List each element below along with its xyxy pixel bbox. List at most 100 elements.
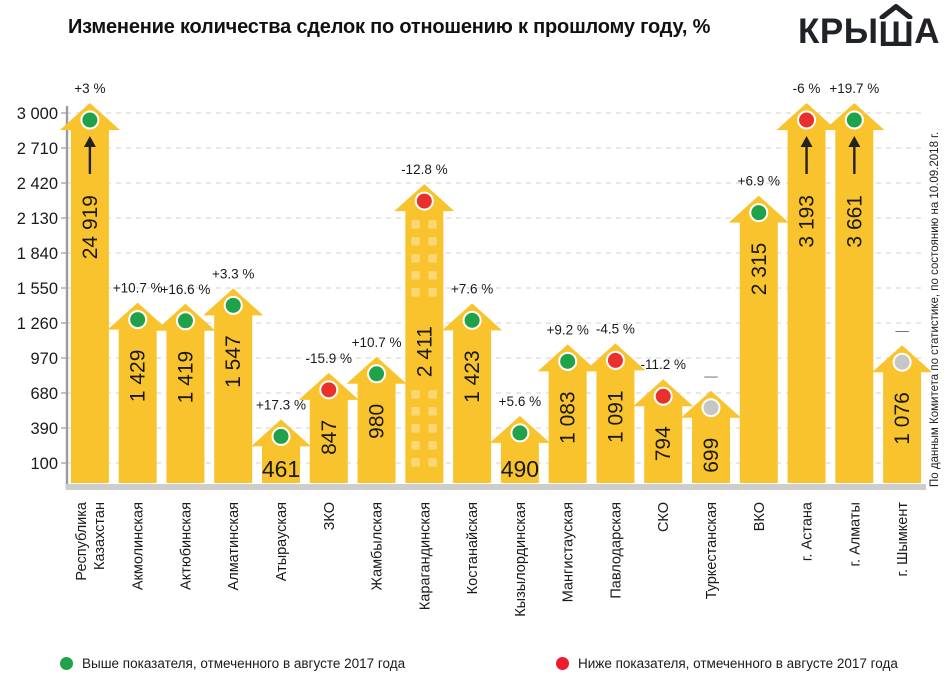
change-label: +6.9 %: [738, 174, 780, 189]
y-tick-label: 2 130: [17, 210, 58, 228]
logo-letter: Ш: [879, 4, 915, 52]
status-dot-none: [701, 398, 721, 418]
status-dot-below: [797, 110, 817, 130]
window-icon: [428, 390, 437, 399]
bar-Павлодарская: [585, 343, 646, 483]
bar-ЗКО: [298, 372, 359, 483]
change-label: +5.6 %: [499, 394, 541, 409]
y-tick-label: 1 840: [17, 245, 58, 263]
category-label: Республика: [74, 501, 90, 580]
window-icon: [411, 390, 420, 399]
category-label: Костанайская: [465, 502, 481, 594]
value-label: 24 919: [79, 195, 102, 259]
x-axis-baseline: [66, 484, 926, 490]
bar-СКО: [633, 379, 694, 483]
status-dot-above: [271, 426, 291, 446]
status-dot-above: [844, 110, 864, 130]
bar-г. Шымкент: [872, 345, 933, 483]
category-label: Павлодарская: [608, 502, 624, 599]
legend-item-below: Ниже показателя, отмеченного в августе 2…: [556, 656, 898, 671]
category-label: Актюбинская: [178, 502, 194, 590]
bar-Кызылординская: [489, 415, 550, 483]
bar-Республика Казахстан: [59, 103, 120, 483]
category-label: г. Шымкент: [895, 502, 911, 577]
window-icon: [411, 220, 420, 229]
change-label: -4.5 %: [596, 321, 635, 336]
bar-Алматинская: [203, 288, 264, 483]
category-label: г. Алматы: [847, 502, 863, 567]
value-label: 1 091: [604, 390, 627, 443]
legend-item-above: Выше показателя, отмеченного в августе 2…: [60, 656, 405, 671]
status-dot-below: [414, 191, 434, 211]
bar-Туркестанская: [681, 390, 741, 483]
y-tick-label: 970: [30, 350, 58, 368]
change-label: +3.3 %: [212, 266, 254, 281]
window-icon: [411, 441, 420, 450]
category-label: Карагандинская: [417, 502, 433, 610]
value-label: 980: [366, 404, 389, 439]
category-label: Атырауская: [274, 502, 290, 581]
value-label: 461: [262, 456, 300, 482]
window-icon: [428, 271, 437, 280]
bar-Акмолинская: [107, 302, 168, 483]
status-dot-above: [175, 311, 195, 331]
change-label: +16.6 %: [160, 282, 210, 297]
bar-Атырауская: [251, 419, 311, 483]
value-label: 2 411: [413, 326, 436, 377]
status-dot-below: [605, 350, 625, 370]
y-tick-label: 100: [30, 455, 58, 473]
value-label: 1 429: [127, 350, 150, 403]
status-dot-above: [749, 203, 769, 223]
window-icon: [428, 458, 437, 467]
category-label: СКО: [656, 502, 672, 532]
window-icon: [411, 271, 420, 280]
bar-г. Астана: [776, 103, 837, 483]
value-label: 1 423: [461, 350, 484, 403]
value-label: 1 419: [174, 351, 197, 404]
window-icon: [411, 407, 420, 416]
status-dot-above: [462, 310, 482, 330]
window-icon: [411, 237, 420, 246]
overflow-arrow-head: [83, 136, 96, 147]
change-label: -11.2 %: [640, 357, 686, 372]
y-tick-label: 2 420: [17, 175, 58, 193]
category-label: ВКО: [752, 502, 768, 531]
logo-letter: К: [798, 12, 820, 51]
status-dot-above: [80, 110, 100, 130]
window-icon: [428, 441, 437, 450]
category-label: ЗКО: [322, 502, 338, 530]
window-icon: [411, 424, 420, 433]
value-label: 847: [318, 420, 341, 455]
y-tick-label: 390: [30, 420, 58, 438]
y-tick-label: 680: [30, 385, 58, 403]
bar-Жамбылская: [346, 356, 407, 483]
change-label: -15.9 %: [306, 351, 353, 366]
change-label: +9.2 %: [546, 322, 588, 337]
y-tick-label: 2 710: [17, 140, 58, 158]
y-tick-label: 1 550: [17, 280, 58, 298]
bar-Актюбинская: [155, 303, 216, 483]
window-icon: [428, 237, 437, 246]
category-label: Акмолинская: [131, 502, 147, 590]
category-label: Жамбылская: [370, 502, 386, 590]
change-label: +3 %: [74, 81, 105, 96]
window-icon: [428, 424, 437, 433]
category-label: г. Астана: [800, 501, 816, 561]
status-dot-below: [653, 386, 673, 406]
window-icon: [428, 288, 437, 297]
change-label: +17.3 %: [256, 397, 306, 412]
status-dot-above: [223, 295, 243, 315]
bar-г. Алматы: [824, 103, 885, 483]
bar-Карагандинская: [394, 184, 455, 483]
red-dot-icon: [556, 657, 569, 670]
bar-Мангистауская: [537, 344, 598, 483]
category-label: Казахстан: [92, 502, 108, 570]
change-label: —: [895, 323, 909, 338]
change-label: +7.6 %: [451, 281, 493, 296]
value-label: 3 193: [796, 195, 819, 248]
bar-Костанайская: [442, 303, 503, 483]
value-label: 2 315: [748, 243, 771, 296]
status-dot-above: [510, 423, 530, 443]
change-label: +19.7 %: [829, 81, 879, 96]
